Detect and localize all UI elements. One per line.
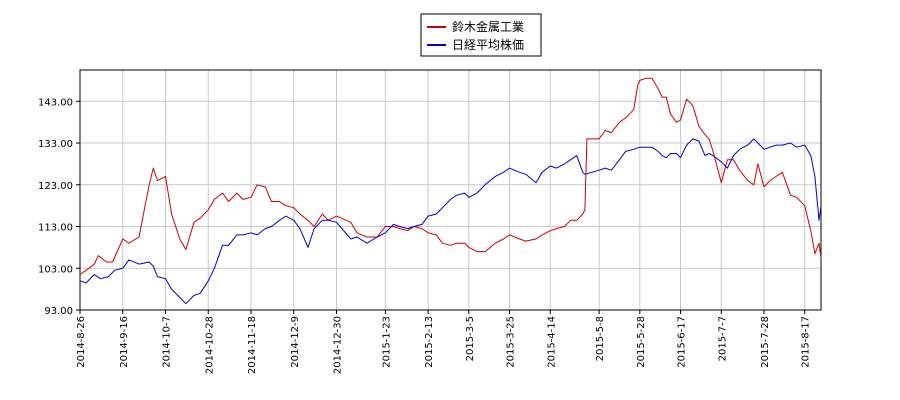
plot-area — [80, 70, 821, 310]
x-tick-label: 2015-5-28 — [636, 316, 647, 368]
y-tick-label: 113.00 — [38, 223, 73, 234]
series-line-2 — [79, 138, 822, 305]
x-tick-label: 2015-5-8 — [595, 316, 606, 361]
x-tick-label: 2014-12-9 — [290, 316, 301, 368]
y-axis: 93.00 103.00 113.00 123.00 133.00 143.00 — [38, 97, 80, 317]
x-tick-label: 2014-10-7 — [162, 316, 173, 368]
grid — [79, 70, 821, 311]
x-tick-label: 2015-7-28 — [760, 316, 771, 368]
x-tick-label: 2015-8-17 — [801, 316, 812, 368]
x-tick-label: 2014-9-16 — [119, 316, 130, 368]
y-tick-label: 103.00 — [38, 264, 73, 275]
x-tick-label: 2015-3-5 — [465, 316, 476, 361]
legend: 鈴木金属工業 日経平均株価 — [420, 13, 542, 57]
plot-frame — [79, 69, 822, 311]
legend-box — [420, 13, 542, 57]
x-tick-label: 2015-1-23 — [381, 316, 392, 368]
x-tick-label: 2014-10-28 — [204, 316, 215, 374]
x-tick-label: 2015-2-13 — [424, 316, 435, 368]
x-tick-label: 2015-3-25 — [506, 316, 517, 368]
y-tick-label: 93.00 — [44, 306, 73, 317]
legend-label-series-1: 鈴木金属工業 — [452, 19, 524, 34]
x-tick-label: 2015-7-7 — [717, 316, 728, 361]
x-tick-label: 2014-12-30 — [333, 316, 344, 374]
x-tick-label: 2014-8-26 — [76, 316, 87, 368]
x-axis: 2014-8-26 2014-9-16 2014-10-7 2014-10-28 201… — [76, 310, 812, 374]
x-tick-label: 2015-6-17 — [677, 316, 688, 368]
series-lines — [79, 77, 822, 305]
y-tick-label: 123.00 — [38, 181, 73, 192]
x-tick-label: 2015-4-14 — [546, 316, 557, 368]
y-tick-label: 143.00 — [38, 97, 73, 108]
x-tick-label: 2014-11-18 — [247, 316, 258, 374]
legend-label-series-2: 日経平均株価 — [452, 37, 524, 52]
y-tick-label: 133.00 — [38, 139, 73, 150]
series-line-1 — [79, 77, 822, 275]
